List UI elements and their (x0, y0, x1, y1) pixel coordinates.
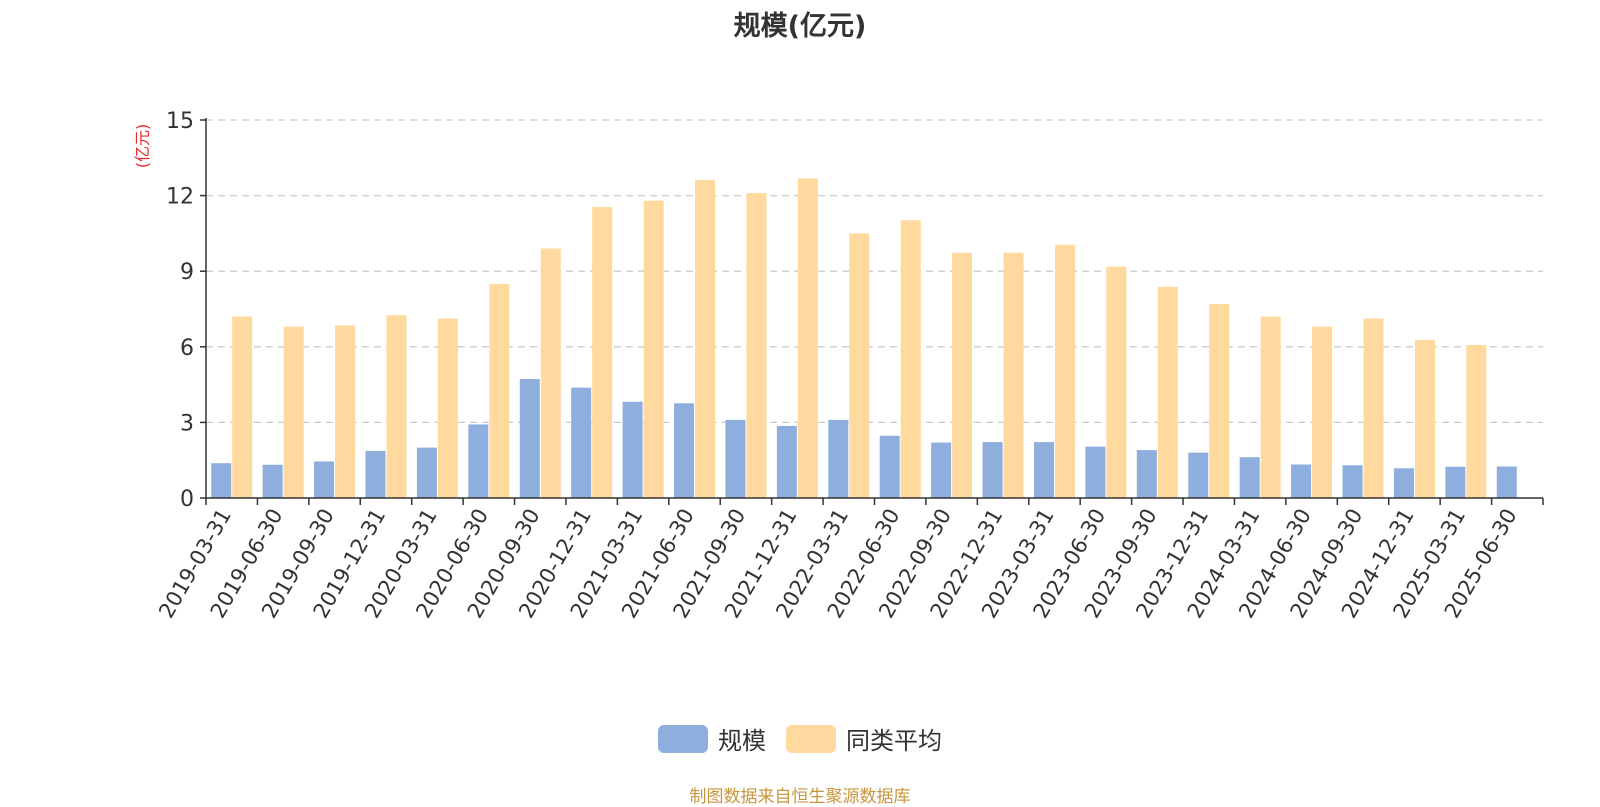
y-tick-label: 0 (180, 487, 194, 512)
bar-scale[interactable] (519, 379, 540, 498)
bar-scale[interactable] (828, 419, 849, 498)
bar-category-average[interactable] (1054, 244, 1075, 498)
bar-scale[interactable] (1393, 468, 1414, 498)
bar-category-average[interactable] (849, 233, 870, 498)
bar-category-average[interactable] (1003, 252, 1024, 498)
bar-category-average[interactable] (746, 193, 767, 498)
bars (211, 178, 1517, 499)
chart-title: 规模(亿元) (733, 11, 867, 42)
axes: 036912152019-03-312019-06-302019-09-3020… (154, 109, 1544, 622)
y-tick-label: 3 (180, 411, 194, 436)
bar-scale[interactable] (674, 403, 695, 498)
y-tick-label: 12 (166, 185, 194, 210)
bar-category-average[interactable] (386, 315, 407, 498)
legend-swatch-category-average (786, 724, 836, 753)
bar-scale[interactable] (416, 447, 437, 498)
bar-scale[interactable] (1085, 446, 1106, 498)
bar-category-average[interactable] (335, 325, 356, 498)
bar-scale[interactable] (776, 425, 797, 498)
bar-scale[interactable] (725, 419, 746, 498)
bar-category-average[interactable] (952, 252, 973, 498)
legend-swatch-scale (658, 724, 708, 753)
bar-category-average[interactable] (232, 316, 253, 498)
bar-category-average[interactable] (1106, 266, 1127, 498)
bar-category-average[interactable] (437, 318, 458, 498)
bar-category-average[interactable] (1466, 345, 1487, 498)
bar-category-average[interactable] (1260, 316, 1281, 498)
bar-category-average[interactable] (1209, 303, 1230, 498)
bar-category-average[interactable] (489, 283, 510, 498)
bar-category-average[interactable] (540, 248, 561, 498)
bar-category-average[interactable] (695, 179, 716, 498)
legend-item-category-average[interactable]: 同类平均 (786, 721, 942, 756)
bar-category-average[interactable] (283, 326, 304, 498)
bar-scale[interactable] (211, 463, 232, 498)
bar-scale[interactable] (1239, 457, 1260, 498)
y-tick-label: 15 (166, 109, 194, 134)
bar-scale[interactable] (1136, 450, 1157, 498)
bar-scale[interactable] (1291, 464, 1312, 498)
bar-scale[interactable] (1033, 442, 1054, 498)
bar-scale[interactable] (931, 442, 952, 498)
source-note: 制图数据来自恒生聚源数据库 (689, 787, 911, 807)
bar-scale[interactable] (468, 424, 489, 498)
legend-item-scale[interactable]: 规模 (658, 721, 766, 756)
bar-scale[interactable] (622, 401, 643, 498)
bar-scale[interactable] (1496, 466, 1517, 499)
y-tick-label: 9 (180, 260, 194, 285)
bar-category-average[interactable] (1157, 286, 1178, 498)
bar-scale[interactable] (879, 435, 900, 498)
bar-scale[interactable] (982, 442, 1003, 498)
bar-category-average[interactable] (797, 178, 818, 499)
legend: 规模 同类平均 (0, 721, 1600, 756)
legend-label-category-average: 同类平均 (846, 727, 942, 755)
y-tick-label: 6 (180, 336, 194, 361)
bar-category-average[interactable] (592, 206, 613, 498)
bar-category-average[interactable] (643, 200, 664, 498)
bar-scale[interactable] (1188, 452, 1209, 498)
bar-scale[interactable] (314, 461, 335, 498)
bar-scale[interactable] (1445, 466, 1466, 498)
bar-category-average[interactable] (900, 220, 921, 498)
bar-scale[interactable] (571, 387, 592, 498)
bar-scale[interactable] (365, 450, 386, 498)
bar-category-average[interactable] (1414, 339, 1435, 498)
bar-category-average[interactable] (1363, 318, 1384, 498)
bar-scale[interactable] (1342, 465, 1363, 498)
y-axis-label: (亿元) (133, 124, 152, 169)
gridlines (206, 119, 1543, 424)
bar-category-average[interactable] (1312, 326, 1333, 498)
legend-label-scale: 规模 (718, 727, 766, 755)
bar-scale[interactable] (262, 464, 283, 498)
